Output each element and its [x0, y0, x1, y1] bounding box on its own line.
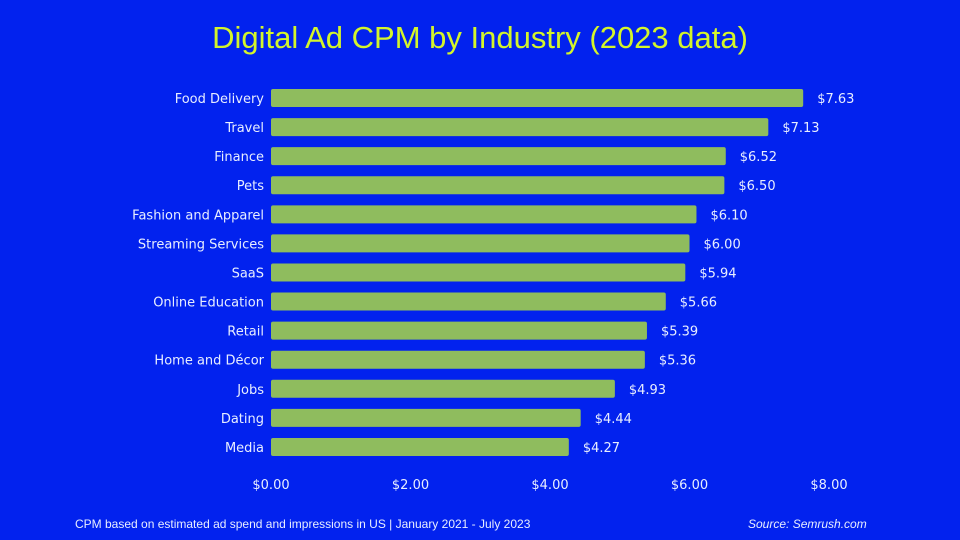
bar: [271, 321, 647, 340]
category-label: Media: [225, 441, 264, 456]
bar: [271, 89, 804, 107]
category-label: SaaS: [232, 266, 264, 281]
category-label: Home and Décor: [154, 354, 264, 369]
bar: [271, 118, 769, 137]
data-label: $4.44: [595, 412, 632, 427]
data-label: $4.27: [583, 441, 620, 456]
data-label: $5.94: [699, 266, 736, 281]
data-label: $6.52: [740, 150, 777, 165]
category-label: Online Education: [153, 296, 264, 311]
category-label: Food Delivery: [175, 92, 265, 107]
bar: [271, 147, 726, 166]
data-label: $5.39: [661, 325, 698, 340]
x-tick-label: $0.00: [252, 478, 289, 493]
category-label: Finance: [214, 150, 264, 165]
category-label: Travel: [224, 121, 264, 136]
data-label: $7.63: [817, 92, 854, 107]
bar: [271, 292, 666, 311]
x-tick-label: $8.00: [810, 478, 847, 493]
bar: [271, 234, 690, 253]
data-label: $6.50: [738, 179, 775, 194]
chart-title: Digital Ad CPM by Industry (2023 data): [212, 20, 748, 55]
bar: [271, 350, 645, 369]
bar: [271, 379, 615, 398]
category-label: Jobs: [236, 383, 264, 398]
bar: [271, 176, 725, 195]
data-label: $7.13: [782, 121, 819, 136]
data-label: $5.36: [659, 354, 696, 369]
data-label: $6.10: [710, 208, 747, 223]
data-label: $4.93: [629, 383, 666, 398]
category-label: Retail: [227, 325, 264, 340]
x-tick-label: $2.00: [392, 478, 429, 493]
data-label: $6.00: [704, 237, 741, 252]
data-label: $5.66: [680, 296, 717, 311]
category-label: Fashion and Apparel: [132, 208, 264, 223]
category-label: Dating: [221, 412, 264, 427]
bar: [271, 408, 581, 427]
bar: [271, 437, 569, 456]
bar: [271, 263, 686, 282]
category-label: Pets: [237, 179, 264, 194]
x-tick-label: $4.00: [531, 478, 568, 493]
footnote: CPM based on estimated ad spend and impr…: [75, 517, 531, 531]
category-label: Streaming Services: [138, 237, 264, 252]
bar: [271, 205, 697, 224]
x-tick-label: $6.00: [671, 478, 708, 493]
source-note: Source: Semrush.com: [748, 517, 867, 531]
